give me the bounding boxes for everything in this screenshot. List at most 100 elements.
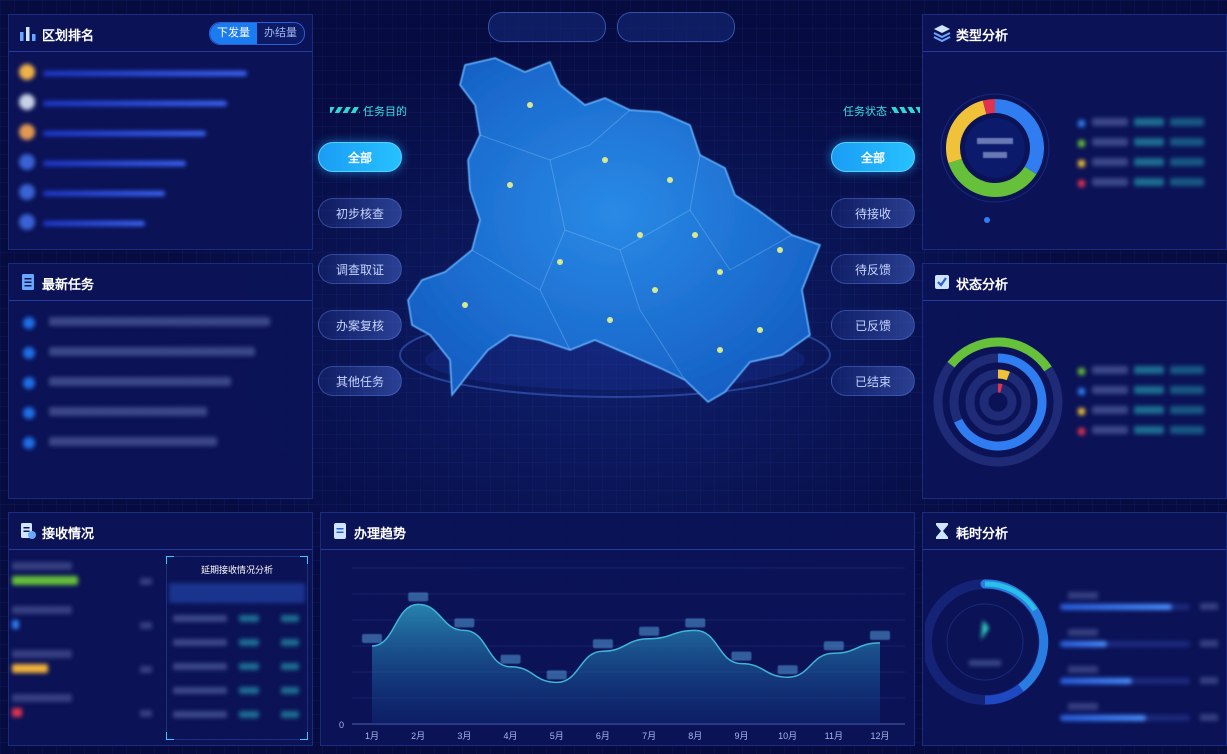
time-value: [1200, 677, 1218, 684]
month-label: 10月: [778, 731, 798, 741]
legend-row: [1078, 386, 1208, 398]
legend-swatch: [1078, 140, 1085, 147]
ranking-row: [19, 91, 314, 111]
month-label: 8月: [688, 731, 703, 741]
legend-row: [1078, 118, 1208, 130]
task-row[interactable]: [23, 404, 303, 422]
time-row: [1060, 703, 1218, 725]
task-row[interactable]: [23, 314, 303, 332]
task-purpose-button-1[interactable]: 初步核查: [318, 198, 402, 228]
table-cell: [239, 663, 259, 670]
receive-bar: [12, 708, 22, 717]
legend-name: [1092, 158, 1128, 166]
legend-value: [1134, 386, 1164, 394]
rank-bar: [43, 101, 227, 106]
rank-bar: [43, 71, 247, 76]
toggle-completed[interactable]: 办结量: [264, 27, 297, 39]
receive-value: [140, 622, 152, 629]
trend-area: [372, 604, 880, 724]
task-purpose-button-2[interactable]: 调查取证: [318, 254, 402, 284]
month-label: 12月: [870, 731, 890, 741]
time-analysis-title: 耗时分析: [956, 526, 1009, 541]
task-row[interactable]: [23, 434, 303, 452]
rank-badge-icon: [19, 154, 35, 170]
ranking-row: [19, 61, 314, 81]
delay-table-header: [169, 583, 305, 603]
receive-bar: [12, 620, 19, 629]
document-icon: [334, 523, 346, 539]
delay-table-title: 延期接收情况分析: [200, 565, 273, 575]
ranking-toggle[interactable]: 下发量 办结量: [209, 22, 305, 45]
ring-track: [965, 369, 1031, 435]
rank-badge-icon: [19, 124, 35, 140]
ranking-row: [19, 181, 314, 201]
data-label: [408, 592, 429, 602]
status-ring-chart: [933, 337, 1063, 467]
rank-bar: [43, 131, 206, 136]
data-label: [639, 626, 660, 636]
task-purpose-button-4[interactable]: 其他任务: [318, 366, 402, 396]
time-analysis-panel: 耗时分析: [922, 512, 1227, 746]
task-purpose-button-0[interactable]: 全部: [318, 142, 402, 172]
table-cell: [281, 711, 299, 718]
receive-value: [140, 666, 152, 673]
task-status-button-2[interactable]: 待反馈: [831, 254, 915, 284]
task-text: [49, 377, 231, 386]
donut-center-text: [977, 138, 1013, 158]
time-row: [1060, 592, 1218, 614]
ring-arc: [997, 369, 1010, 381]
legend-row: [1078, 138, 1208, 150]
legend-row: [1078, 366, 1208, 378]
task-status-button-3[interactable]: 已反馈: [831, 310, 915, 340]
top-tab-1[interactable]: [488, 12, 606, 42]
status-analysis-title: 状态分析: [956, 277, 1009, 292]
donut-center: [965, 118, 1025, 178]
data-label: [454, 618, 475, 628]
task-status-button-4[interactable]: 已结束: [831, 366, 915, 396]
corner-mark: [166, 732, 174, 740]
time-fill: [1060, 604, 1172, 610]
table-cell: [281, 687, 299, 694]
donut-value: [983, 152, 1007, 158]
legend-row: [1078, 406, 1208, 418]
legend-name: [1092, 366, 1128, 374]
legend-value: [1134, 178, 1164, 186]
type-analysis-header: 类型分析: [923, 15, 1226, 52]
data-label: [731, 651, 752, 661]
ranking-row: [19, 151, 314, 171]
donut-slice: [946, 100, 987, 164]
trend-line: [371, 603, 881, 684]
task-row[interactable]: [23, 374, 303, 392]
layers-icon: [933, 25, 951, 42]
legend-percent: [1170, 158, 1204, 166]
legend-row: [1078, 178, 1208, 190]
task-purpose-button-3[interactable]: 办案复核: [318, 310, 402, 340]
month-label: 4月: [503, 731, 518, 741]
legend-value: [1134, 406, 1164, 414]
time-value: [1200, 714, 1218, 721]
time-track: [1060, 641, 1190, 647]
task-status-button-1[interactable]: 待接收: [831, 198, 915, 228]
data-label: [500, 654, 521, 664]
trend-header: 办理趋势: [321, 513, 914, 550]
task-purpose-label: 任务目的: [363, 106, 407, 118]
month-label: 5月: [549, 731, 564, 741]
data-label: [685, 618, 706, 628]
task-row[interactable]: [23, 344, 303, 362]
checklist-icon: [935, 275, 949, 289]
data-label: [546, 670, 567, 680]
y-axis-zero: 0: [339, 720, 344, 730]
corner-mark: [300, 556, 308, 564]
type-donut-chart: [940, 93, 1050, 223]
month-label: 1月: [364, 731, 380, 741]
toggle-issued[interactable]: 下发量: [210, 23, 257, 44]
table-cell: [173, 687, 227, 694]
legend-value: [1134, 138, 1164, 146]
task-status-button-0[interactable]: 全部: [831, 142, 915, 172]
table-cell: [281, 615, 299, 622]
month-label: 6月: [595, 731, 610, 741]
table-cell: [173, 663, 227, 670]
time-value: [1200, 603, 1218, 610]
top-tab-2[interactable]: [617, 12, 735, 42]
legend-percent: [1170, 386, 1204, 394]
